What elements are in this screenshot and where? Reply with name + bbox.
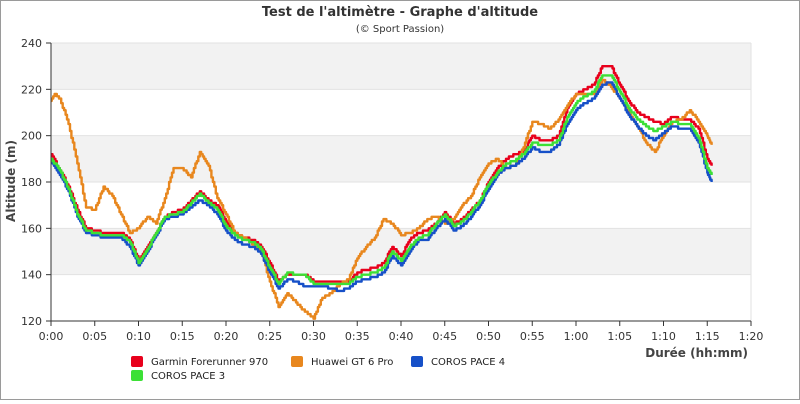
y-tick-label: 160 (21, 222, 42, 235)
y-tick-label: 140 (21, 269, 42, 282)
x-tick-label: 0:50 (476, 330, 501, 343)
x-tick-label: 1:15 (695, 330, 720, 343)
chart-subtitle: (© Sport Passion) (356, 24, 444, 35)
y-tick-label: 180 (21, 176, 42, 189)
y-axis-ticks: 120 140 160 180 200 220 240 (21, 37, 51, 328)
series-line (50, 78, 713, 320)
x-tick-label: 0:00 (39, 330, 64, 343)
x-tick-label: 0:45 (432, 330, 457, 343)
x-tick-label: 1:00 (564, 330, 589, 343)
legend-swatch (131, 356, 143, 367)
grid-band (51, 135, 751, 182)
series-line (51, 81, 713, 293)
y-tick-label: 200 (21, 130, 42, 143)
legend-swatch (291, 356, 303, 367)
legend: Garmin Forerunner 970 Huawei GT 6 Pro CORO… (131, 356, 505, 382)
x-tick-label: 0:55 (520, 330, 545, 343)
legend-label: Garmin Forerunner 970 (151, 357, 268, 368)
grid-band (51, 89, 751, 136)
x-tick-label: 0:25 (257, 330, 282, 343)
y-tick-label: 240 (21, 37, 42, 50)
series-line (51, 74, 713, 286)
x-tick-label: 1:10 (651, 330, 676, 343)
y-tick-label: 220 (21, 83, 42, 96)
chart-title: Test de l'altimètre - Graphe d'altitude (262, 5, 538, 20)
series-layer (50, 65, 713, 320)
x-tick-label: 0:15 (170, 330, 195, 343)
y-axis-label: Altitude (m) (4, 140, 18, 222)
x-tick-label: 0:35 (345, 330, 370, 343)
x-tick-label: 0:20 (214, 330, 239, 343)
x-tick-label: 0:30 (301, 330, 326, 343)
grid-band (51, 43, 751, 90)
grid-band (51, 274, 751, 321)
x-tick-label: 0:10 (126, 330, 151, 343)
legend-label: Huawei GT 6 Pro (311, 357, 393, 368)
x-tick-label: 1:20 (739, 330, 764, 343)
x-axis-ticks: 0:00 0:05 0:10 0:15 0:20 0:25 0:30 0:35 0:40 0:45… (39, 321, 764, 343)
grid-bands (51, 43, 751, 321)
x-tick-label: 0:40 (389, 330, 414, 343)
legend-swatch (131, 370, 143, 381)
y-tick-label: 120 (21, 315, 42, 328)
x-tick-label: 0:05 (82, 330, 107, 343)
legend-swatch (411, 356, 423, 367)
legend-label: COROS PACE 3 (151, 371, 225, 382)
x-axis-label: Durée (hh:mm) (645, 346, 748, 360)
x-tick-label: 1:05 (607, 330, 632, 343)
legend-label: COROS PACE 4 (431, 357, 505, 368)
